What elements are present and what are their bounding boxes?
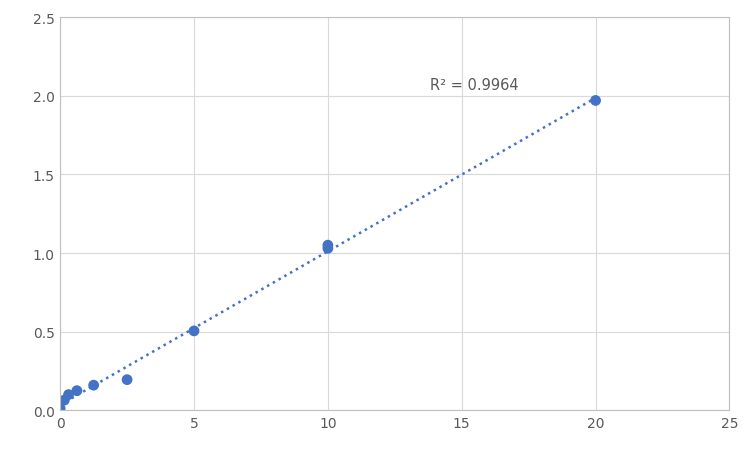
Point	[121, 376, 133, 383]
Point	[590, 97, 602, 105]
Point	[54, 405, 66, 412]
Text: R² = 0.9964: R² = 0.9964	[429, 78, 518, 93]
Point	[71, 387, 83, 394]
Point	[62, 391, 74, 398]
Point	[59, 396, 71, 404]
Point	[322, 245, 334, 253]
Point	[87, 382, 99, 389]
Point	[322, 242, 334, 249]
Point	[188, 327, 200, 335]
